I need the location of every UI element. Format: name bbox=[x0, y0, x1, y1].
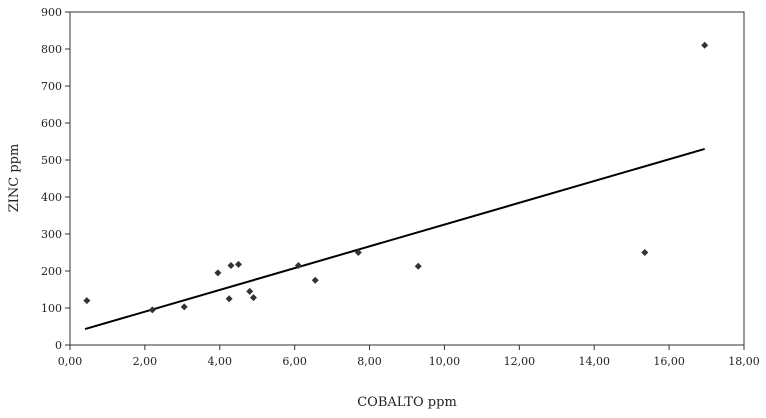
plot-area bbox=[69, 11, 745, 346]
y-tick-label: 200 bbox=[41, 265, 62, 278]
data-point bbox=[414, 262, 422, 270]
data-point bbox=[148, 306, 156, 314]
x-tick-label: 18,00 bbox=[728, 355, 760, 368]
data-point bbox=[249, 294, 257, 302]
y-tick-label: 600 bbox=[41, 117, 62, 130]
data-point bbox=[180, 303, 188, 311]
data-point bbox=[214, 269, 222, 277]
x-tick-label: 0,00 bbox=[58, 355, 83, 368]
data-point bbox=[701, 41, 709, 49]
data-point bbox=[227, 261, 235, 269]
data-point bbox=[225, 295, 233, 303]
x-axis-title: COBALTO ppm bbox=[357, 395, 457, 410]
y-tick-label: 300 bbox=[41, 228, 62, 241]
data-point bbox=[83, 297, 91, 305]
data-point bbox=[311, 276, 319, 284]
x-tick-label: 10,00 bbox=[429, 355, 461, 368]
x-tick-label: 12,00 bbox=[504, 355, 536, 368]
data-point bbox=[354, 249, 362, 256]
data-point bbox=[641, 249, 649, 256]
y-tick-label: 700 bbox=[41, 80, 62, 93]
x-tick-label: 14,00 bbox=[578, 355, 610, 368]
y-axis-ticks: 0 100 200 300 400 500 600 700 800 900 bbox=[41, 6, 70, 352]
y-tick-label: 0 bbox=[55, 339, 62, 352]
x-axis-ticks: 0,00 2,00 4,00 6,00 8,00 10,00 12,00 14,00 16,00… bbox=[58, 345, 760, 368]
x-tick-label: 6,00 bbox=[282, 355, 307, 368]
data-points bbox=[83, 41, 709, 314]
y-axis-title: ZINC ppm bbox=[7, 144, 22, 213]
x-tick-label: 8,00 bbox=[357, 355, 382, 368]
y-tick-label: 800 bbox=[41, 43, 62, 56]
y-tick-label: 100 bbox=[41, 302, 62, 315]
x-tick-label: 2,00 bbox=[133, 355, 158, 368]
data-point bbox=[235, 260, 242, 268]
data-point bbox=[246, 287, 254, 295]
y-tick-label: 900 bbox=[41, 6, 62, 19]
y-tick-label: 500 bbox=[41, 154, 62, 167]
y-tick-label: 400 bbox=[41, 191, 62, 204]
x-tick-label: 4,00 bbox=[208, 355, 233, 368]
trendline bbox=[84, 147, 705, 331]
x-tick-label: 16,00 bbox=[653, 355, 685, 368]
data-point bbox=[294, 261, 302, 269]
